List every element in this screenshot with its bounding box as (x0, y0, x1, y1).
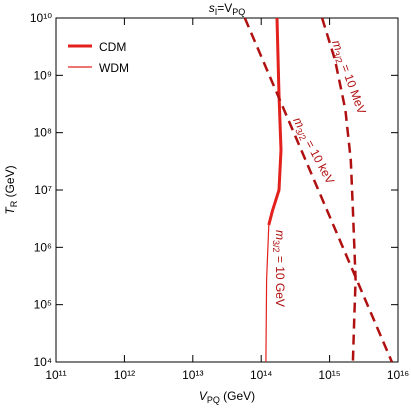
y-axis-label: TR (GeV) (3, 165, 19, 214)
y-tick-label: 10⁵ (34, 298, 52, 312)
title-part: PQ (232, 7, 245, 17)
title-part: I (215, 7, 218, 17)
x-tick-label: 10¹⁵ (318, 368, 340, 382)
title-part: s (209, 1, 215, 15)
contour-label: m3/2 = 10 MeV (327, 38, 369, 116)
label-part: = 10 keV (301, 135, 337, 187)
label-part: R (9, 200, 19, 207)
x-tick-label: 10¹⁶ (387, 368, 409, 382)
y-tick-label: 10⁷ (34, 183, 52, 197)
label-part: (GeV) (220, 389, 255, 403)
label-part: 3/2 (271, 240, 281, 253)
y-tick-label: 10⁶ (34, 240, 52, 254)
y-tick-label: 10⁴ (33, 355, 52, 369)
label-part: T (3, 206, 17, 215)
x-axis-label: VPQ (GeV) (199, 389, 255, 405)
contour-label: m3/2 = 10 GeV (271, 230, 287, 307)
label-part: m (273, 230, 287, 240)
x-tick-label: 10¹³ (182, 368, 203, 382)
data-line (320, 18, 357, 362)
data-line (243, 18, 394, 362)
label-part: PQ (207, 395, 220, 405)
contour-label: m3/2 = 10 keV (289, 115, 338, 187)
data-line (265, 224, 270, 362)
x-tick-label: 10¹² (114, 368, 135, 382)
label-part: = 10 GeV (273, 253, 287, 307)
x-tick-label: 10¹¹ (45, 368, 66, 382)
label-part: (GeV) (3, 165, 17, 200)
label-part: V (199, 389, 208, 403)
legend-label: WDM (99, 61, 129, 75)
chart-title: sI=VPQ (209, 1, 246, 17)
title-part: =V (217, 1, 232, 15)
data-line (267, 18, 283, 226)
label-part: m (329, 38, 346, 52)
x-tick-label: 10¹⁴ (250, 368, 273, 382)
y-tick-label: 10⁸ (34, 126, 52, 140)
label-part: 3/2 (331, 50, 345, 65)
y-tick-label: 10¹⁰ (30, 11, 52, 25)
legend-label: CDM (99, 40, 126, 54)
y-tick-label: 10⁹ (34, 68, 53, 82)
